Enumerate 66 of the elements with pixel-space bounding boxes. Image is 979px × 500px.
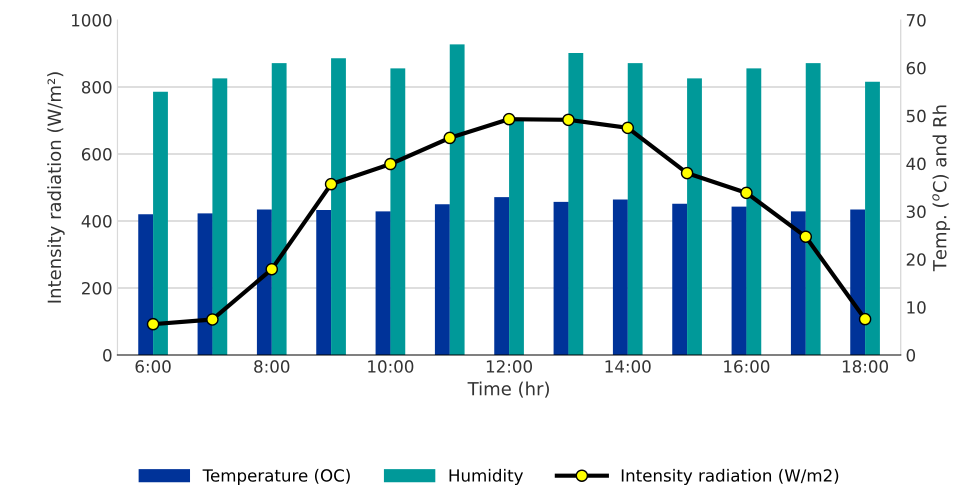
bar (612, 199, 628, 355)
y2-tick-label: 30 (906, 205, 926, 218)
y-tick-label: 400 (82, 214, 112, 228)
legend-label: Intensity radiation (W/m2) (622, 468, 838, 485)
bar (450, 44, 465, 355)
y2-tick-label: 70 (906, 14, 926, 27)
point (799, 230, 812, 243)
y2-tick-label: 40 (906, 158, 926, 170)
bar (153, 92, 168, 355)
point (680, 166, 694, 180)
bar (331, 58, 346, 355)
point (621, 122, 634, 134)
x-tick-label: 14:00 (606, 360, 651, 373)
x-tick-label: 6:00 (136, 360, 171, 373)
bar (554, 202, 568, 355)
point (384, 158, 397, 170)
x-tick-label: 16:00 (724, 360, 770, 373)
bar (376, 211, 390, 355)
bar (790, 211, 806, 355)
y2-tick-label: 20 (906, 253, 926, 266)
legend-label: Temperature (OC) (202, 468, 350, 485)
y-axis-title: Intensity radiation (W/m²) (47, 72, 65, 302)
bar (272, 63, 287, 355)
bar (628, 63, 643, 355)
y-tick-label: 200 (82, 282, 112, 295)
y2-tick-label: 10 (907, 301, 926, 314)
bar (568, 53, 584, 355)
bar (198, 213, 212, 355)
bar (390, 68, 406, 355)
point (562, 114, 575, 126)
point (443, 132, 456, 144)
bar (850, 210, 866, 355)
bar (672, 204, 688, 355)
x-tick-label: 8:00 (254, 360, 290, 373)
y2-tick-label: 60 (906, 62, 926, 74)
point (146, 318, 160, 330)
bar (687, 78, 702, 355)
x-tick-label: 18:00 (842, 360, 888, 373)
bar (316, 210, 332, 355)
bar (494, 197, 510, 355)
y-tick-label: 600 (82, 148, 112, 161)
bar (434, 204, 450, 355)
y2-tick-label: 0 (906, 348, 916, 362)
x-tick-label: 10:00 (368, 360, 414, 373)
y-tick-label: 1000 (72, 14, 112, 27)
bar (509, 120, 524, 355)
bar (746, 68, 762, 355)
point (324, 178, 338, 190)
point (502, 112, 516, 126)
bar (212, 78, 228, 355)
x-tick-label: 12:00 (486, 360, 532, 373)
point (265, 262, 278, 276)
bar (865, 82, 880, 355)
bar (138, 214, 154, 355)
bar (806, 63, 821, 355)
point (740, 186, 753, 200)
y-tick-label: 800 (82, 80, 112, 94)
y2-tick-label: 50 (906, 110, 926, 122)
bar (256, 210, 272, 355)
y-tick-label: 0 (103, 348, 112, 362)
bar (732, 206, 746, 355)
legend-label: Humidity (450, 468, 524, 485)
x-axis-title: Time (hr) (468, 382, 549, 398)
point (858, 312, 872, 326)
point (206, 313, 219, 326)
y2-axis-title: Temp. ($^{o}$C) and Rh (932, 106, 950, 272)
